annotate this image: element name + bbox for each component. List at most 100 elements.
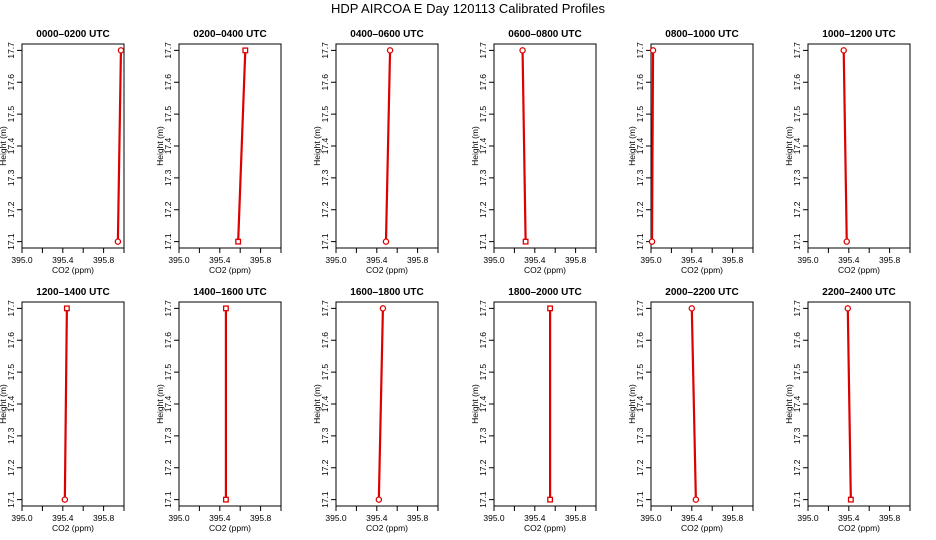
y-tick-label: 17.4 bbox=[320, 137, 330, 154]
panel-title: 1800–2000 UTC bbox=[508, 287, 581, 298]
x-axis-label: CO2 (ppm) bbox=[52, 265, 94, 275]
profile-point-bottom bbox=[847, 496, 854, 503]
y-tick-label: 17.7 bbox=[163, 42, 173, 59]
y-tick-label: 17.3 bbox=[320, 169, 330, 186]
x-tick-label: 395.0 bbox=[797, 513, 819, 523]
x-tick-label: 395.4 bbox=[838, 513, 860, 523]
y-tick-label: 17.7 bbox=[6, 300, 16, 317]
x-tick-label: 395.4 bbox=[681, 513, 703, 523]
profile-point-top bbox=[649, 47, 657, 54]
y-axis-label: Height (m) bbox=[155, 126, 165, 166]
x-tick-label: 395.4 bbox=[681, 255, 703, 265]
panel-12: 2200–2400 UTC 395.0 395.4 395.8 17.1 17.2 17.3… bbox=[784, 287, 911, 533]
panel-title: 1600–1800 UTC bbox=[350, 287, 423, 298]
y-tick-label: 17.2 bbox=[320, 459, 330, 476]
y-tick-label: 17.1 bbox=[320, 233, 330, 250]
y-tick-label: 17.1 bbox=[6, 491, 16, 508]
x-axis-label: CO2 (ppm) bbox=[681, 265, 723, 275]
y-axis-label: Height (m) bbox=[312, 126, 322, 166]
y-tick-label: 17.7 bbox=[635, 300, 645, 317]
profile-line bbox=[842, 50, 848, 242]
x-tick-label: 395.4 bbox=[52, 513, 74, 523]
y-tick-label: 17.3 bbox=[320, 427, 330, 444]
y-axis-label: Height (m) bbox=[627, 126, 637, 166]
profile-line bbox=[650, 50, 655, 242]
x-axis-label: CO2 (ppm) bbox=[524, 265, 566, 275]
y-tick-label: 17.2 bbox=[635, 459, 645, 476]
x-tick-label: 395.8 bbox=[250, 513, 272, 523]
y-tick-label: 17.7 bbox=[792, 42, 802, 59]
y-axis-label: Height (m) bbox=[0, 384, 8, 424]
y-tick-label: 17.6 bbox=[792, 74, 802, 91]
y-tick-label: 17.4 bbox=[478, 395, 488, 412]
x-tick-label: 395.0 bbox=[325, 255, 347, 265]
profile-point-bottom bbox=[235, 238, 242, 245]
profile-line bbox=[377, 308, 385, 500]
panel-title: 1200–1400 UTC bbox=[36, 287, 109, 298]
x-tick-label: 395.0 bbox=[640, 255, 662, 265]
y-tick-label: 17.1 bbox=[635, 491, 645, 508]
y-tick-label: 17.7 bbox=[320, 42, 330, 59]
panel-title: 0800–1000 UTC bbox=[665, 29, 738, 40]
y-tick-label: 17.6 bbox=[6, 332, 16, 349]
plot-frame bbox=[335, 301, 439, 507]
profile-point-top bbox=[840, 47, 847, 54]
x-tick-label: 395.8 bbox=[93, 513, 115, 523]
profile-point-top bbox=[379, 305, 387, 312]
x-tick-label: 395.4 bbox=[838, 255, 860, 265]
profile-point-top bbox=[688, 305, 696, 312]
y-tick-label: 17.4 bbox=[635, 137, 645, 154]
panel-title: 0400–0600 UTC bbox=[350, 29, 423, 40]
y-tick-label: 17.3 bbox=[478, 169, 488, 186]
y-tick-label: 17.5 bbox=[792, 106, 802, 123]
x-tick-label: 395.8 bbox=[722, 513, 744, 523]
profile-point-top bbox=[222, 305, 229, 312]
profile-line bbox=[846, 308, 852, 500]
profile-point-top bbox=[547, 305, 554, 312]
y-tick-label: 17.3 bbox=[792, 427, 802, 444]
panel-title: 2000–2200 UTC bbox=[665, 287, 738, 298]
profile-point-top bbox=[844, 305, 852, 312]
y-tick-label: 17.4 bbox=[163, 395, 173, 412]
x-tick-label: 395.0 bbox=[640, 513, 662, 523]
x-tick-label: 395.4 bbox=[524, 255, 546, 265]
profile-line bbox=[63, 308, 68, 500]
y-tick-label: 17.3 bbox=[635, 169, 645, 186]
y-tick-label: 17.2 bbox=[792, 459, 802, 476]
x-tick-label: 395.8 bbox=[250, 255, 272, 265]
y-tick-label: 17.5 bbox=[163, 106, 173, 123]
x-tick-label: 395.4 bbox=[366, 255, 388, 265]
figure-title: HDP AIRCOA E Day 120113 Calibrated Profi… bbox=[330, 1, 606, 16]
x-tick-label: 395.8 bbox=[722, 255, 744, 265]
y-tick-label: 17.6 bbox=[635, 74, 645, 91]
y-tick-label: 17.1 bbox=[792, 233, 802, 250]
panel-7: 1200–1400 UTC 395.0 395.4 395.8 17.1 17.2 17.3… bbox=[0, 287, 125, 533]
x-tick-label: 395.8 bbox=[407, 255, 429, 265]
plot-frame bbox=[493, 301, 597, 507]
y-tick-label: 17.1 bbox=[478, 491, 488, 508]
y-tick-label: 17.2 bbox=[6, 459, 16, 476]
panel-5: 0800–1000 UTC 395.0 395.4 395.8 17.1 17.2 17.3… bbox=[627, 29, 754, 275]
x-tick-label: 395.0 bbox=[11, 255, 33, 265]
y-tick-label: 17.1 bbox=[6, 233, 16, 250]
y-axis-label: Height (m) bbox=[155, 384, 165, 424]
y-tick-label: 17.6 bbox=[320, 74, 330, 91]
y-tick-label: 17.5 bbox=[320, 106, 330, 123]
profile-point-bottom bbox=[843, 238, 851, 245]
y-tick-label: 17.6 bbox=[6, 74, 16, 91]
x-tick-label: 395.8 bbox=[565, 255, 587, 265]
x-tick-label: 395.8 bbox=[565, 513, 587, 523]
y-tick-label: 17.4 bbox=[792, 395, 802, 412]
plot-frame bbox=[650, 43, 754, 249]
x-tick-label: 395.0 bbox=[483, 255, 505, 265]
plot-frame bbox=[178, 301, 282, 507]
panel-title: 0600–0800 UTC bbox=[508, 29, 581, 40]
x-tick-label: 395.8 bbox=[93, 255, 115, 265]
profile-point-bottom bbox=[61, 496, 69, 503]
y-tick-label: 17.5 bbox=[478, 106, 488, 123]
y-tick-label: 17.6 bbox=[163, 332, 173, 349]
y-tick-label: 17.6 bbox=[320, 332, 330, 349]
y-tick-label: 17.6 bbox=[792, 332, 802, 349]
profile-line bbox=[521, 50, 527, 242]
